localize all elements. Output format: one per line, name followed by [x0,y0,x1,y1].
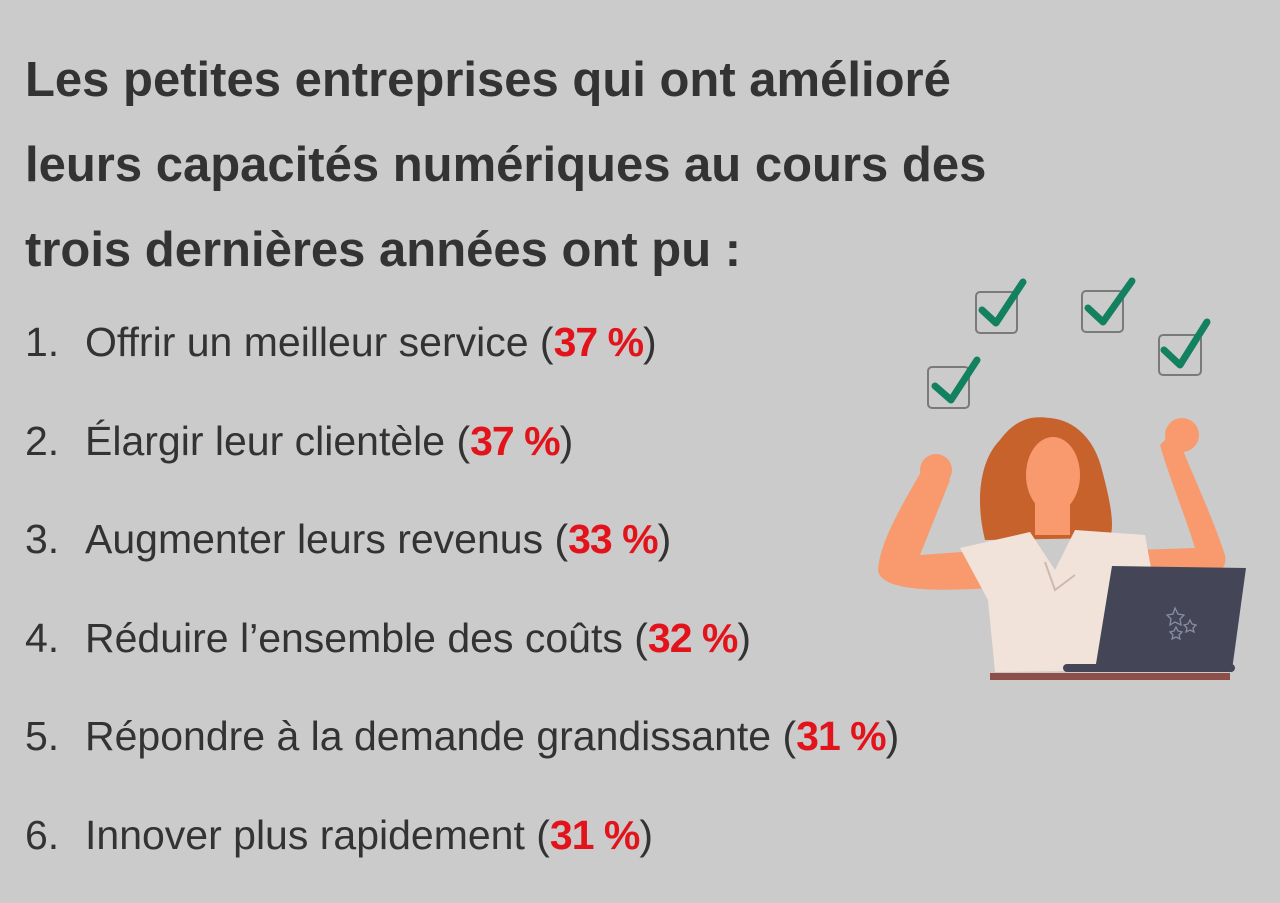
checkbox-icon [976,282,1023,333]
item-paren: ) [643,312,657,411]
celebrating-woman-illustration [870,270,1250,690]
item-paren: ) [658,509,672,608]
title-line: Les petites entreprises qui ont amélioré [25,38,1225,123]
item-number: 3. [25,509,85,608]
item-percent: 37 % [554,312,643,411]
item-percent: 37 % [470,411,559,510]
item-number: 5. [25,706,85,805]
item-text: Augmenter leurs revenus ( [85,509,568,608]
item-number: 6. [25,805,85,903]
item-percent: 31 % [550,805,639,903]
item-percent: 32 % [648,608,737,707]
item-paren: ) [560,411,574,510]
list-item: 2.Élargir leur clientèle (37 %) [25,411,899,510]
item-text: Élargir leur clientèle ( [85,411,470,510]
list-item: 3.Augmenter leurs revenus (33 %) [25,509,899,608]
item-number: 4. [25,608,85,707]
item-percent: 31 % [796,706,885,805]
title-line: leurs capacités numériques au cours des [25,123,1225,208]
list-item: 1.Offrir un meilleur service (37 %) [25,312,899,411]
item-text: Innover plus rapidement ( [85,805,550,903]
item-paren: ) [639,805,653,903]
checkbox-icon [928,360,977,408]
benefits-list: 1.Offrir un meilleur service (37 %) 2.Él… [25,312,899,903]
item-text: Offrir un meilleur service ( [85,312,554,411]
list-item: 5.Répondre à la demande grandissante (31… [25,706,899,805]
checkbox-icon [1159,322,1207,375]
list-item: 4.Réduire l’ensemble des coûts (32 %) [25,608,899,707]
page-title: Les petites entreprises qui ont amélioré… [25,38,1225,293]
item-number: 1. [25,312,85,411]
item-number: 2. [25,411,85,510]
desk [990,673,1230,680]
checkbox-icon [1082,281,1132,332]
list-item: 6.Innover plus rapidement (31 %) [25,805,899,903]
item-text: Réduire l’ensemble des coûts ( [85,608,648,707]
item-paren: ) [737,608,751,707]
item-percent: 33 % [568,509,657,608]
item-paren: ) [886,706,900,805]
item-text: Répondre à la demande grandissante ( [85,706,796,805]
